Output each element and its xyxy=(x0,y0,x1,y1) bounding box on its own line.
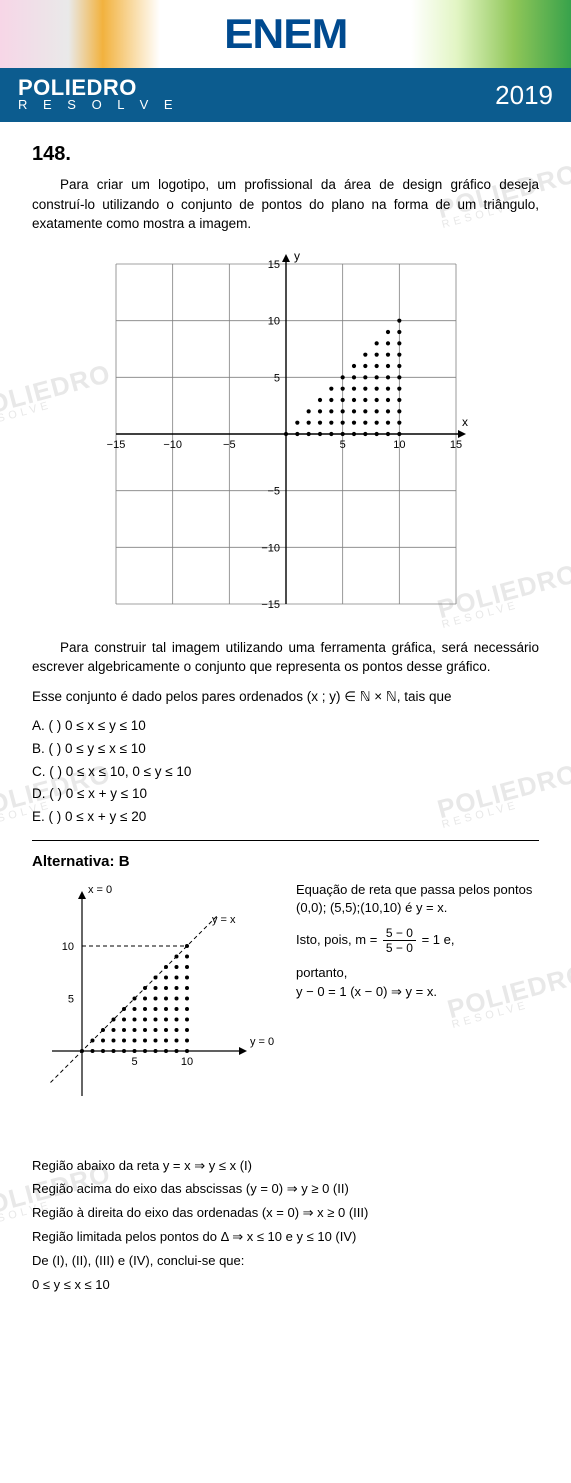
region-1: Região abaixo da reta y = x ⇒ y ≤ x (I) xyxy=(32,1157,539,1176)
svg-text:15: 15 xyxy=(267,259,279,271)
svg-text:−10: −10 xyxy=(261,542,280,554)
answer-heading: Alternativa: B xyxy=(32,851,539,873)
svg-text:−10: −10 xyxy=(163,439,182,451)
option-a: A. ( ) 0 ≤ x ≤ y ≤ 10 xyxy=(32,716,539,736)
svg-text:5: 5 xyxy=(273,372,279,384)
region-3: Região à direita do eixo das ordenadas (… xyxy=(32,1204,539,1223)
region-5: De (I), (II), (III) e (IV), conclui-se q… xyxy=(32,1252,539,1271)
regions-block: Região abaixo da reta y = x ⇒ y ≤ x (I) … xyxy=(32,1157,539,1295)
svg-text:x: x xyxy=(462,415,468,429)
svg-text:−5: −5 xyxy=(267,485,280,497)
expl-line3: portanto, y − 0 = 1 (x − 0) ⇒ y = x. xyxy=(296,964,539,1000)
enem-logo: ENEM xyxy=(224,10,347,58)
svg-text:−15: −15 xyxy=(261,599,280,611)
year: 2019 xyxy=(495,80,553,111)
question-para1: Para criar um logotipo, um profissional … xyxy=(32,175,539,234)
svg-text:10: 10 xyxy=(267,315,279,327)
question-para2: Para construir tal imagem utilizando uma… xyxy=(32,638,539,677)
solution-chart: x = 0 y = x y = 0 5 10 5 10 xyxy=(32,881,282,1127)
region-6: 0 ≤ y ≤ x ≤ 10 xyxy=(32,1276,539,1295)
svg-text:5: 5 xyxy=(131,1056,137,1068)
main-chart: −15 −10 −5 5 10 15 15 10 5 −5 −10 −15 x y xyxy=(32,244,539,624)
svg-text:y = x: y = x xyxy=(212,914,236,926)
brand-line2: R E S O L V E xyxy=(18,99,179,111)
expl-line2: Isto, pois, m = 5 − 05 − 0 = 1 e, xyxy=(296,927,539,954)
svg-text:y: y xyxy=(294,249,300,263)
expl-line1: Equação de reta que passa pelos pontos (… xyxy=(296,881,539,917)
option-b: B. ( ) 0 ≤ y ≤ x ≤ 10 xyxy=(32,739,539,759)
svg-text:5: 5 xyxy=(68,993,74,1005)
solution-text: Equação de reta que passa pelos pontos (… xyxy=(296,881,539,1011)
brand-line1: POLIEDRO xyxy=(18,78,179,99)
blue-bar: POLIEDRO R E S O L V E 2019 xyxy=(0,68,571,122)
svg-text:y = 0: y = 0 xyxy=(250,1036,274,1048)
question-number: 148. xyxy=(32,140,539,169)
question-prompt: Esse conjunto é dado pelos pares ordenad… xyxy=(32,687,539,707)
svg-text:−15: −15 xyxy=(106,439,125,451)
option-c: C. ( ) 0 ≤ x ≤ 10, 0 ≤ y ≤ 10 xyxy=(32,762,539,782)
svg-text:10: 10 xyxy=(393,439,405,451)
svg-text:15: 15 xyxy=(449,439,461,451)
svg-text:10: 10 xyxy=(181,1056,193,1068)
region-4: Região limitada pelos pontos do Δ ⇒ x ≤ … xyxy=(32,1228,539,1247)
solution-row: x = 0 y = x y = 0 5 10 5 10 Equação de reta qu… xyxy=(32,881,539,1127)
svg-text:10: 10 xyxy=(62,941,74,953)
options-list: A. ( ) 0 ≤ x ≤ y ≤ 10 B. ( ) 0 ≤ y ≤ x ≤… xyxy=(32,716,539,826)
svg-text:x = 0: x = 0 xyxy=(88,884,112,896)
page-body: 148. Para criar um logotipo, um profissi… xyxy=(0,122,571,1330)
option-d: D. ( ) 0 ≤ x + y ≤ 10 xyxy=(32,784,539,804)
separator xyxy=(32,840,539,841)
region-2: Região acima do eixo das abscissas (y = … xyxy=(32,1180,539,1199)
option-e: E. ( ) 0 ≤ x + y ≤ 20 xyxy=(32,807,539,827)
top-banner: ENEM xyxy=(0,0,571,68)
brand-block: POLIEDRO R E S O L V E xyxy=(18,78,179,111)
svg-text:5: 5 xyxy=(339,439,345,451)
svg-text:−5: −5 xyxy=(223,439,236,451)
